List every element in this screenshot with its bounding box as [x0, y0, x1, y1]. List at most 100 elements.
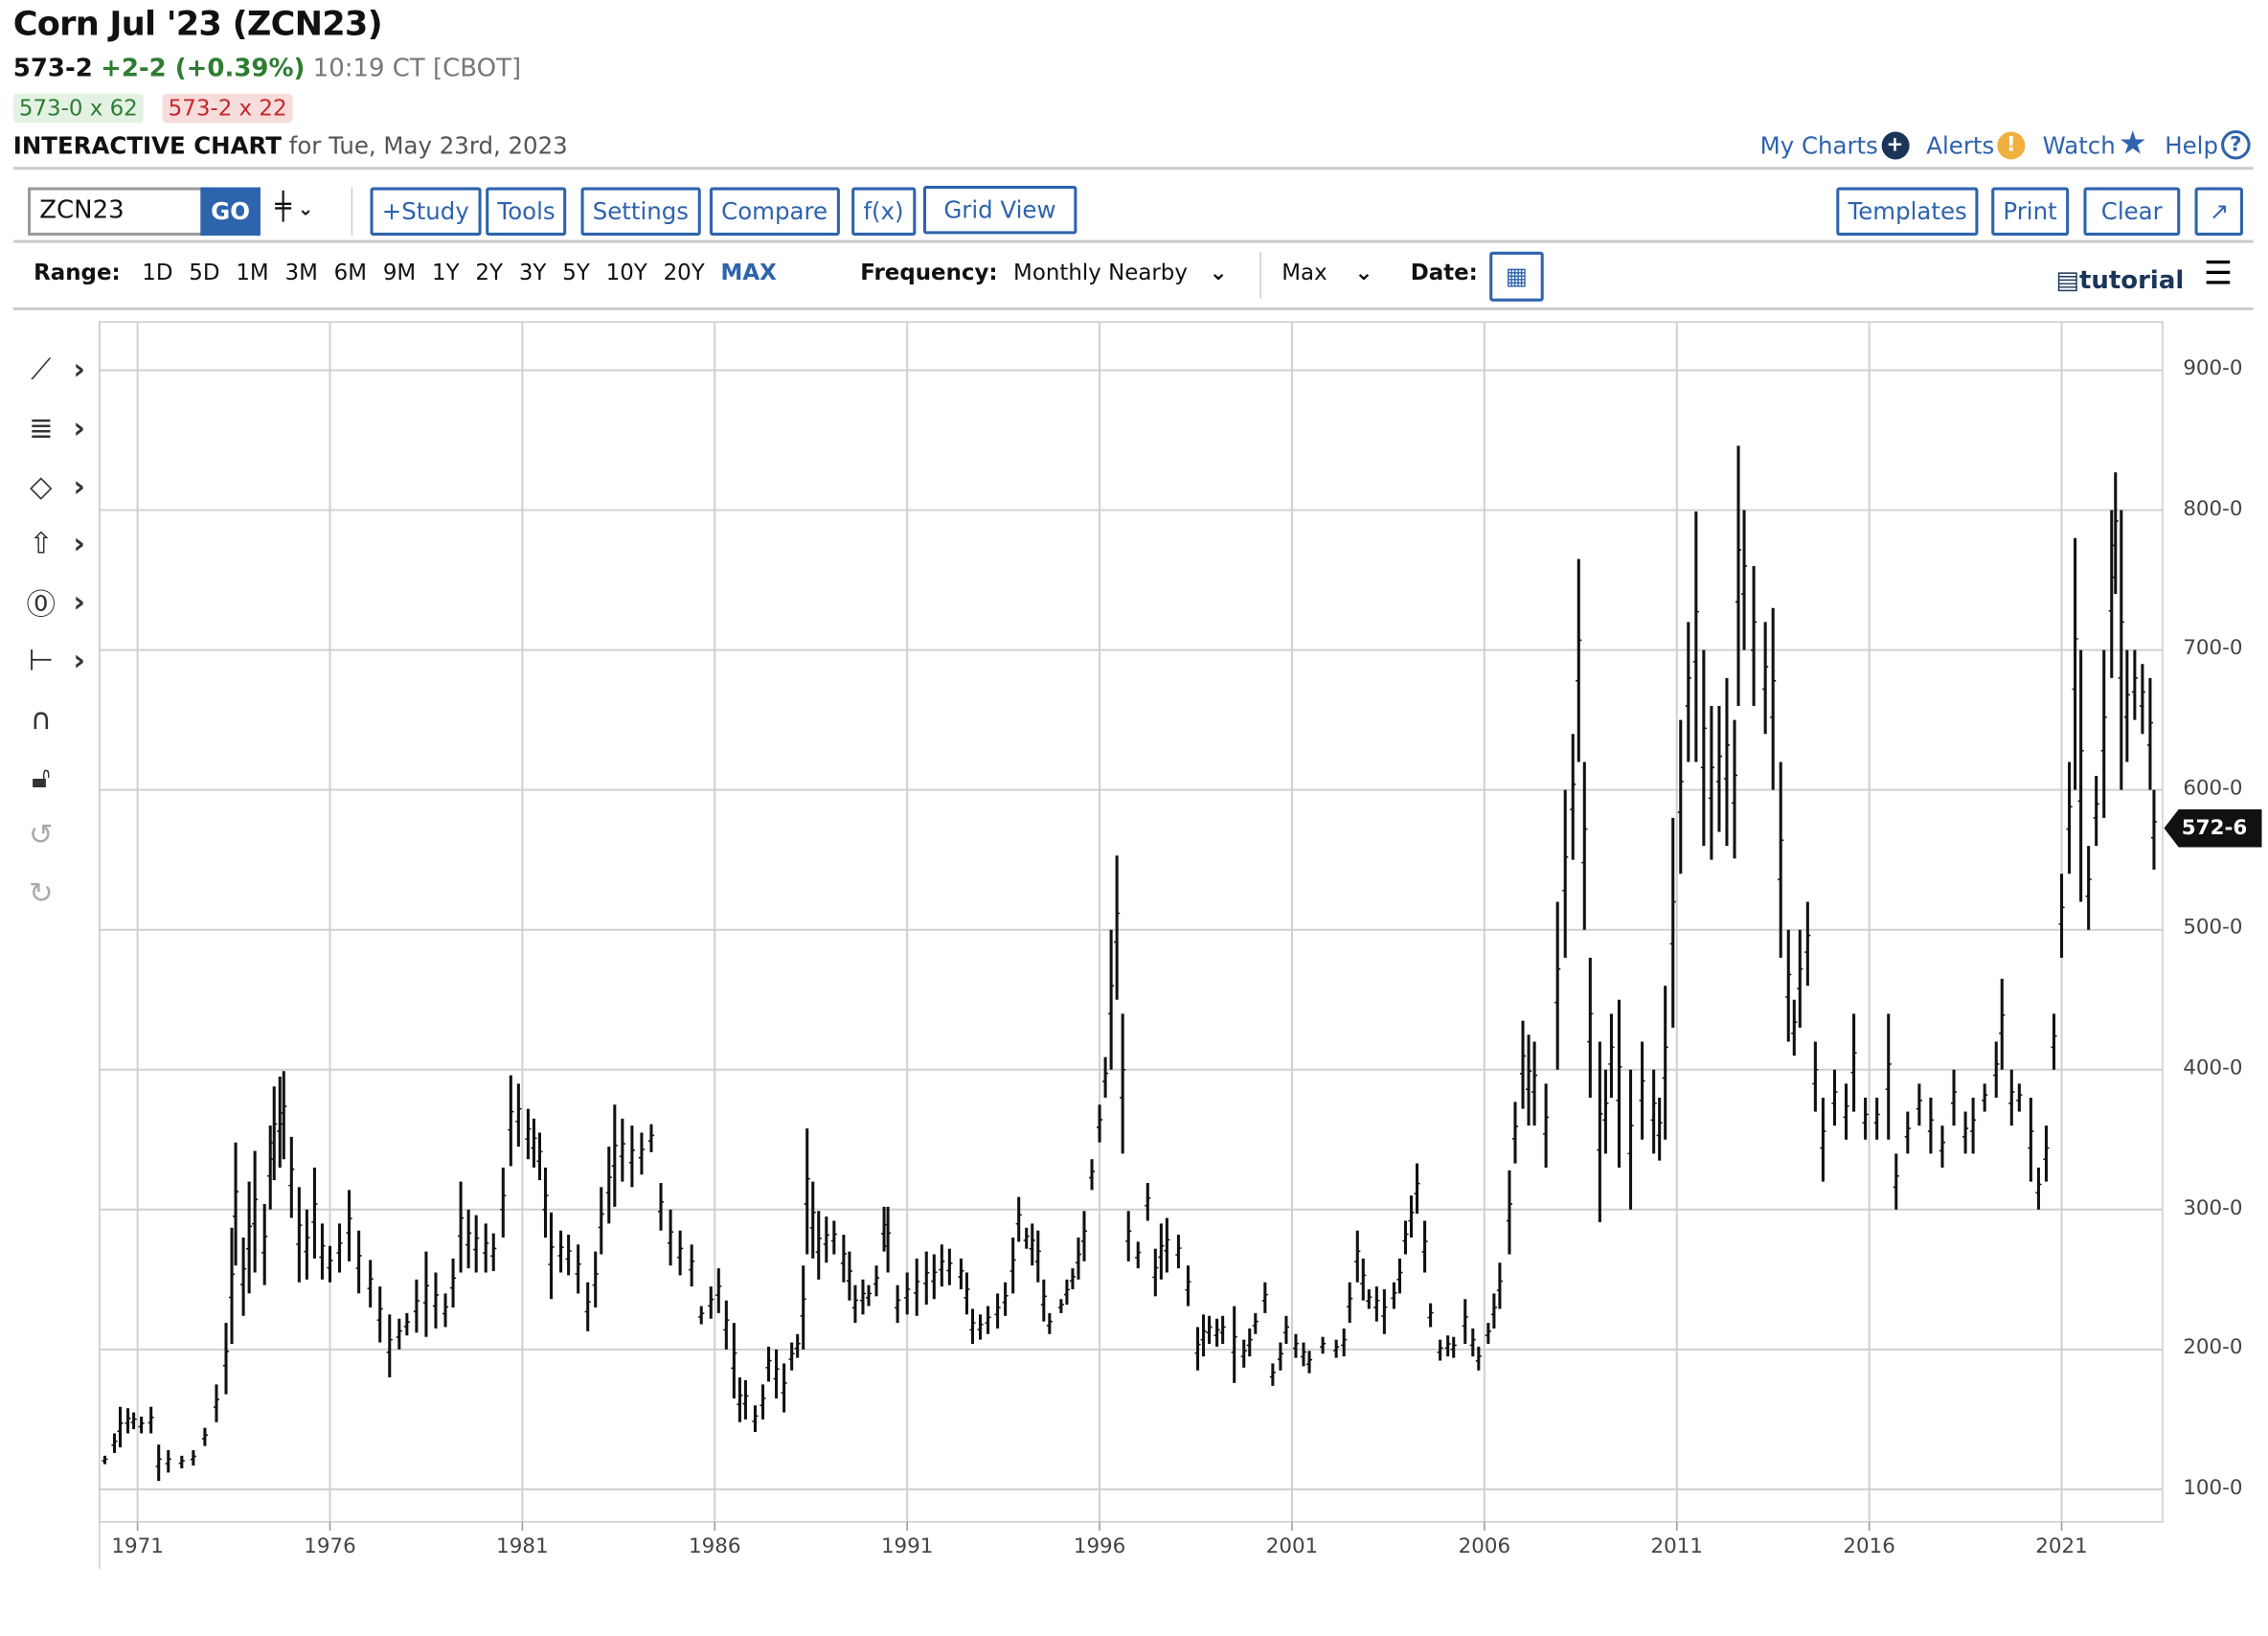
range-option-3m[interactable]: 3M — [284, 259, 318, 285]
range-option-5d[interactable]: 5D — [189, 259, 220, 285]
my-charts-link[interactable]: My Charts + — [1760, 130, 1909, 159]
y-tick-label: 300-0 — [2183, 1196, 2243, 1220]
plot-frame — [99, 321, 2164, 1523]
y-tick-label: 900-0 — [2183, 356, 2243, 381]
range-option-5y[interactable]: 5Y — [562, 259, 590, 285]
x-tick-label: 2006 — [1458, 1534, 1511, 1559]
redo-button[interactable]: ↻ — [20, 873, 93, 914]
y-tick-label: 700-0 — [2183, 636, 2243, 661]
fibonacci-tool-button[interactable]: ≣ › — [20, 406, 93, 447]
top-links: My Charts + Alerts! Watch ★ Help? — [1760, 125, 2251, 163]
range-option-9m[interactable]: 9M — [382, 259, 417, 285]
watch-label: Watch — [2042, 130, 2116, 159]
tools-button[interactable]: Tools — [486, 187, 567, 236]
compare-button[interactable]: Compare — [709, 187, 840, 236]
chart-date: for Tue, May 23rd, 2023 — [288, 131, 568, 160]
tutorial-label: tutorial — [2078, 266, 2185, 296]
expand-button[interactable]: ↗ — [2194, 187, 2244, 236]
fibonacci-tool-icon: ≣ — [28, 409, 54, 445]
chevron-down-icon: ⌄ — [1354, 259, 1373, 285]
date-picker-button[interactable]: ▦ — [1489, 251, 1544, 302]
measure-tool-icon: ⊢ — [28, 642, 55, 678]
go-button[interactable]: GO — [200, 187, 261, 236]
range-option-1m[interactable]: 1M — [236, 259, 269, 285]
line-tool-icon: ⟋ — [31, 351, 52, 387]
divider — [351, 187, 353, 236]
range-option-3y[interactable]: 3Y — [518, 259, 547, 285]
last-price: 573-2 — [12, 54, 93, 84]
arrow-up-tool-icon: ⇧ — [28, 526, 54, 561]
hamburger-menu-icon[interactable]: ☰ — [2203, 256, 2233, 293]
range-option-max[interactable]: MAX — [720, 259, 777, 285]
shape-tool-icon: ◇ — [30, 467, 53, 503]
y-tick-label: 400-0 — [2183, 1056, 2243, 1080]
help-link[interactable]: Help? — [2165, 129, 2251, 160]
templates-button[interactable]: Templates — [1836, 187, 1979, 236]
alerts-label: Alerts — [1926, 130, 1995, 159]
y-tick-label: 200-0 — [2183, 1336, 2243, 1360]
star-icon: ★ — [2118, 125, 2147, 163]
chevron-right-icon: › — [73, 351, 85, 387]
range-option-10y[interactable]: 10Y — [605, 259, 647, 285]
watch-link[interactable]: Watch ★ — [2042, 125, 2147, 163]
clear-button[interactable]: Clear — [2083, 187, 2181, 236]
x-tick-label: 1991 — [880, 1534, 934, 1559]
range-option-1y[interactable]: 1Y — [432, 259, 460, 285]
ohlc-bars-icon: ╪ — [275, 192, 291, 223]
chevron-right-icon: › — [73, 526, 85, 561]
print-button[interactable]: Print — [1991, 187, 2069, 236]
chart-type-dropdown[interactable]: ╪ ⌄ — [275, 192, 313, 222]
y-tick-label: 800-0 — [2183, 496, 2243, 521]
magnet-button[interactable]: ∩ — [20, 697, 93, 738]
y-tick-label: 500-0 — [2183, 916, 2243, 941]
grid-view-button[interactable]: Grid View — [922, 186, 1077, 235]
line-tool-button[interactable]: ⟋ › — [20, 349, 93, 390]
chevron-right-icon: › — [73, 409, 85, 445]
unlock-button[interactable]: 🔓︎ — [20, 756, 93, 797]
magnet-icon: ∩ — [30, 700, 52, 737]
question-circle-icon: ? — [2221, 129, 2251, 160]
frequency-selector[interactable]: Frequency: Monthly Nearby ⌄ — [860, 259, 1227, 284]
divider — [12, 167, 2254, 170]
y-tick-label: 600-0 — [2183, 776, 2243, 801]
settings-button[interactable]: Settings — [580, 187, 701, 236]
aggregation-dropdown[interactable]: Max ⌄ — [1281, 259, 1372, 284]
study-button[interactable]: +Study — [370, 187, 482, 236]
frequency-label: Frequency: — [860, 259, 998, 285]
x-tick-label: 1986 — [689, 1534, 741, 1559]
tutorial-link[interactable]: ▤tutorial — [2055, 266, 2184, 296]
range-option-1d[interactable]: 1D — [142, 259, 173, 285]
shape-tool-button[interactable]: ◇ › — [20, 465, 93, 506]
divider — [12, 239, 2254, 243]
undo-icon: ↺ — [28, 817, 54, 852]
unlock-icon: 🔓︎ — [31, 759, 51, 794]
expand-arrow-icon: ↗ — [2209, 197, 2230, 226]
last-price-tag: 572-6 — [2164, 808, 2262, 848]
range-option-20y[interactable]: 20Y — [663, 259, 705, 285]
quote-time: 10:19 CT [CBOT] — [312, 54, 522, 84]
arrow-up-tool-button[interactable]: ⇧ › — [20, 523, 93, 564]
range-selector: Range: 1D 5D 1M 3M 6M 9M 1Y 2Y 3Y 5Y 10Y 20Y MAX — [34, 259, 777, 284]
x-tick-label: 1971 — [111, 1534, 164, 1559]
undo-button[interactable]: ↺ — [20, 814, 93, 855]
measure-tool-button[interactable]: ⊢ › — [20, 640, 93, 681]
aggregation-value: Max — [1281, 259, 1327, 285]
y-tick-label: 100-0 — [2183, 1476, 2243, 1500]
fx-button[interactable]: f(x) — [851, 187, 916, 236]
calendar-icon: ▦ — [1505, 261, 1529, 290]
plus-circle-icon: + — [1880, 130, 1909, 159]
symbol-input[interactable]: ZCN23 — [28, 187, 213, 236]
chevron-right-icon: › — [73, 467, 85, 503]
text-label-tool-button[interactable]: ⓪ › — [20, 581, 93, 623]
range-option-2y[interactable]: 2Y — [475, 259, 504, 285]
exclamation-circle-icon: ! — [1997, 130, 2026, 159]
x-tick-label: 1976 — [304, 1534, 356, 1559]
page-title: Corn Jul '23 (ZCN23) — [12, 6, 383, 44]
chart-label: INTERACTIVE CHART — [12, 131, 282, 160]
range-option-6m[interactable]: 6M — [333, 259, 368, 285]
chevron-right-icon: › — [73, 583, 85, 620]
x-tick-label: 1996 — [1073, 1534, 1126, 1559]
alerts-link[interactable]: Alerts! — [1926, 130, 2026, 159]
